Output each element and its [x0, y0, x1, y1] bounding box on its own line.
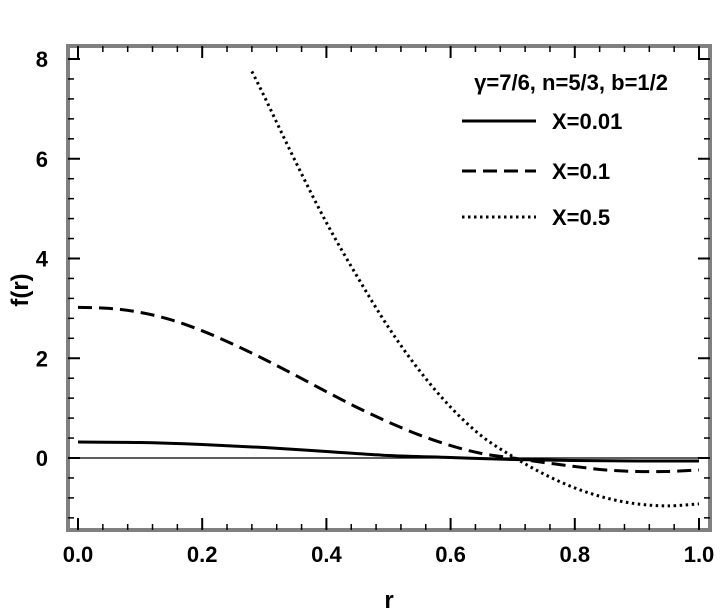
- series-line-1: [77, 440, 700, 463]
- axis-ticks: [68, 46, 710, 530]
- y-tick-label: 0: [36, 446, 48, 471]
- legend-label-2: X=0.1: [552, 159, 610, 184]
- y-axis-label: f(r): [7, 273, 34, 306]
- y-tick-label: 2: [36, 346, 48, 371]
- series-line-2: [77, 305, 700, 474]
- y-tick-label: 6: [36, 147, 48, 172]
- legend: X=0.01 X=0.1 X=0.5: [462, 109, 622, 230]
- x-tick-label: 0.8: [560, 542, 591, 567]
- x-axis-label: r: [384, 587, 393, 614]
- series-group: [77, 70, 700, 508]
- legend-label-3: X=0.5: [552, 205, 610, 230]
- series-line-3: [250, 70, 700, 508]
- parameter-annotation: γ=7/6, n=5/3, b=1/2: [474, 70, 668, 95]
- y-tick-labels: 0 2 4 6 8: [36, 47, 49, 471]
- x-tick-label: 0.0: [63, 542, 94, 567]
- y-tick-label: 4: [36, 247, 49, 272]
- x-tick-label: 0.2: [187, 542, 218, 567]
- x-tick-label: 0.4: [311, 542, 342, 567]
- x-tick-label: 1.0: [684, 542, 715, 567]
- x-tick-labels: 0.0 0.2 0.4 0.6 0.8 1.0: [63, 542, 715, 567]
- legend-label-1: X=0.01: [552, 109, 622, 134]
- plot-frame: [66, 44, 712, 532]
- y-tick-label: 8: [36, 47, 48, 72]
- x-tick-label: 0.6: [435, 542, 466, 567]
